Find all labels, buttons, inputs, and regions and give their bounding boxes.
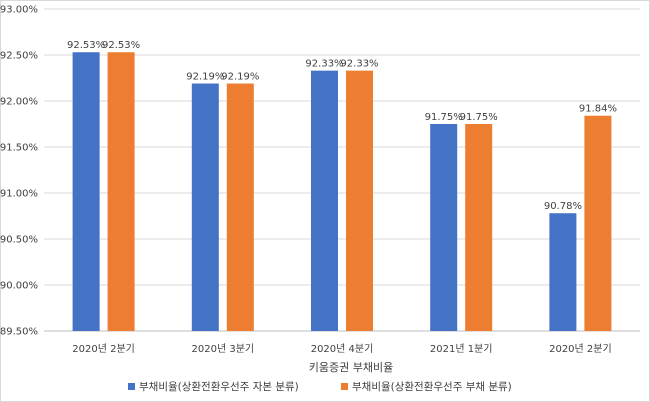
data-labels: 92.53%92.53% 92.19%92.19% 92.33%92.33% 91.7… bbox=[67, 40, 617, 212]
data-label: 92.19% bbox=[221, 72, 259, 83]
data-label: 92.53% bbox=[102, 40, 140, 51]
legend-swatch bbox=[128, 383, 135, 390]
data-label: 91.84% bbox=[579, 104, 617, 115]
bar-series-1-4 bbox=[430, 124, 458, 331]
y-tick-label: 90.50% bbox=[0, 235, 38, 246]
y-tick-label: 93.00% bbox=[0, 5, 38, 16]
data-label: 90.78% bbox=[544, 201, 582, 212]
data-label: 91.75% bbox=[460, 112, 498, 123]
bar-series-1-2 bbox=[191, 83, 219, 332]
y-axis: 89.50% 90.00% 90.50% 91.00% 91.50% 92.00% 92.5… bbox=[0, 5, 38, 338]
legend-label: 부채비율(상환전환우선주 자본 분류) bbox=[139, 381, 299, 393]
legend: 부채비율(상환전환우선주 자본 분류) 부채비율(상환전환우선주 부채 분류) bbox=[128, 381, 512, 393]
x-tick-label: 2020년 2분기 bbox=[72, 343, 135, 355]
x-axis-title: 키움증권 부채비율 bbox=[309, 361, 393, 374]
x-axis: 2020년 2분기 2020년 3분기 2020년 4분기 2021년 1분기 2020… bbox=[72, 343, 611, 355]
data-label: 92.33% bbox=[305, 59, 343, 70]
bars bbox=[72, 52, 612, 332]
y-tick-label: 91.50% bbox=[0, 143, 38, 154]
x-tick-label: 2020년 4분기 bbox=[311, 343, 374, 355]
data-label: 92.19% bbox=[186, 72, 224, 83]
gridlines bbox=[44, 8, 640, 332]
bar-series-2-1 bbox=[107, 52, 135, 332]
x-tick-label: 2020년 2분기 bbox=[549, 343, 612, 355]
data-label: 92.53% bbox=[67, 40, 105, 51]
y-tick-label: 92.00% bbox=[0, 97, 38, 108]
bar-series-2-3 bbox=[346, 70, 373, 331]
y-tick-label: 92.50% bbox=[0, 51, 38, 62]
x-tick-label: 2020년 3분기 bbox=[192, 343, 255, 355]
bar-series-2-5 bbox=[584, 115, 612, 331]
bar-series-2-2 bbox=[226, 83, 254, 332]
bar-series-1-5 bbox=[549, 213, 577, 331]
legend-label: 부채비율(상환전환우선주 부채 분류) bbox=[352, 381, 512, 393]
y-tick-label: 90.00% bbox=[0, 281, 38, 292]
bar-series-2-4 bbox=[465, 124, 493, 331]
bar-series-1-1 bbox=[72, 52, 100, 332]
y-tick-label: 89.50% bbox=[0, 327, 38, 338]
data-label: 91.75% bbox=[425, 112, 463, 123]
legend-swatch bbox=[341, 383, 348, 390]
data-label: 92.33% bbox=[340, 59, 378, 70]
bar-series-1-3 bbox=[311, 70, 338, 331]
x-tick-label: 2021년 1분기 bbox=[430, 343, 493, 355]
y-tick-label: 91.00% bbox=[0, 189, 38, 200]
